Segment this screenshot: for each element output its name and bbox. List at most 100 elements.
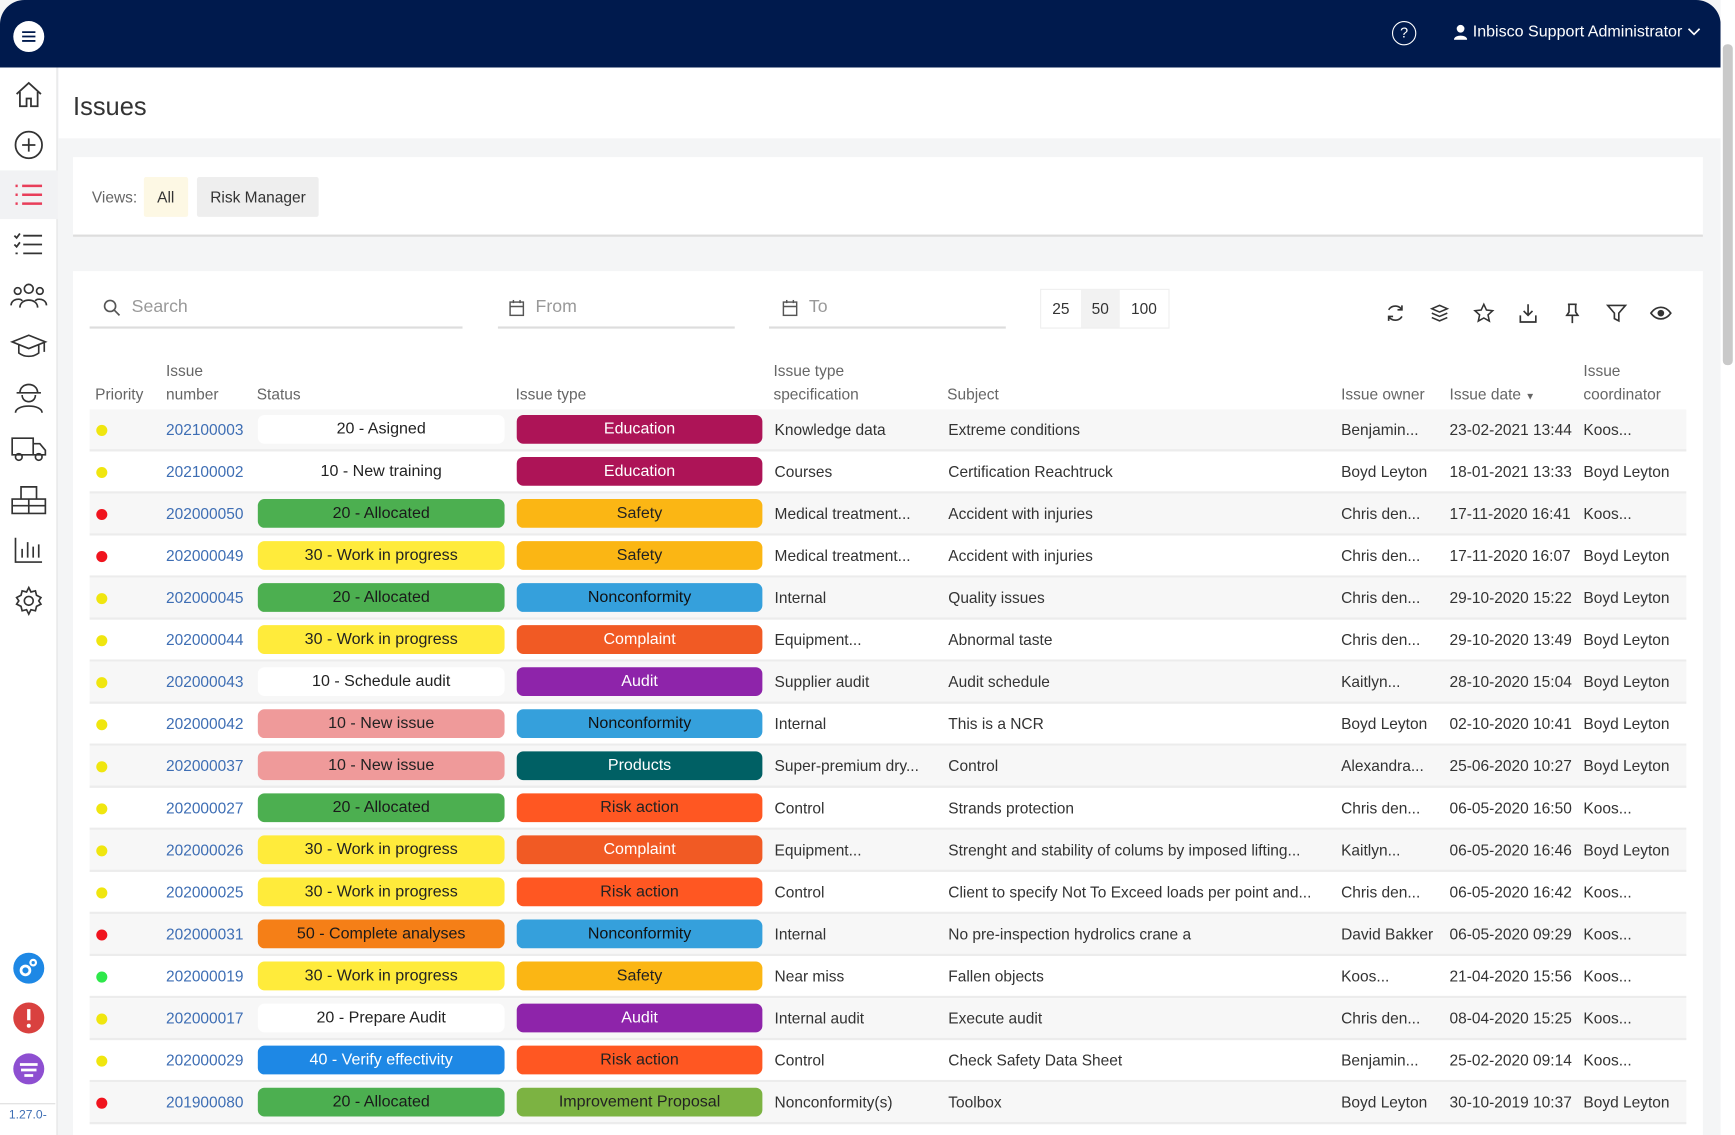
issue-owner: Kaitlyn... [1341, 840, 1401, 859]
col-spec[interactable]: Issue type specification [773, 361, 859, 403]
page-size-25[interactable]: 25 [1052, 299, 1070, 318]
issue-date: 30-10-2019 10:37 [1449, 1093, 1572, 1111]
table-row[interactable]: 202000042 10 - New issue Nonconformity Inte… [89, 704, 1687, 746]
issue-number-link[interactable]: 202000037 [165, 756, 244, 775]
subject: Execute audit [948, 1009, 1043, 1027]
add-circle-icon[interactable] [0, 121, 58, 170]
truck-icon[interactable] [0, 424, 58, 473]
issue-number-link[interactable]: 202000049 [165, 546, 244, 565]
table-row[interactable]: 202000044 30 - Work in progress Complaint E… [89, 620, 1687, 662]
issue-number-link[interactable]: 202000045 [165, 588, 244, 607]
issue-number-link[interactable]: 202000044 [165, 630, 244, 649]
subject: Abnormal taste [948, 630, 1053, 649]
issue-number-link[interactable]: 202000025 [165, 882, 244, 901]
issue-date: 06-05-2020 16:42 [1449, 882, 1572, 901]
issue-owner: Chris den... [1341, 588, 1421, 607]
table-row[interactable]: 202000031 50 - Complete analyses Nonconfor… [89, 913, 1687, 957]
table-row[interactable]: 202000027 20 - Allocated Risk action Contro… [89, 788, 1687, 830]
pin-icon[interactable] [1561, 302, 1583, 324]
checklist-icon[interactable] [0, 220, 58, 269]
view-all-button[interactable]: All [143, 177, 188, 217]
priority-dot [96, 508, 108, 521]
scrollbar-thumb[interactable] [1722, 44, 1733, 366]
issue-number-link[interactable]: 202000029 [165, 1051, 244, 1069]
refresh-icon[interactable] [1384, 302, 1406, 324]
boxes-icon[interactable] [0, 475, 58, 524]
layers-icon[interactable] [1428, 302, 1450, 324]
user-icon [1453, 24, 1468, 40]
table-row[interactable]: 201900080 20 - Allocated Improvement Propo… [89, 1082, 1687, 1125]
col-priority[interactable]: Priority [95, 385, 144, 403]
table-row[interactable]: 202100003 20 - Asigned Education Knowledge … [89, 409, 1687, 452]
issue-coordinator: Boyd Leyton [1583, 672, 1670, 691]
table-row[interactable]: 202000026 30 - Work in progress Complaint E… [89, 829, 1687, 872]
to-date-input[interactable]: To [769, 289, 1006, 329]
col-issue-date[interactable]: Issue date ▼ [1450, 383, 1536, 408]
hamburger-menu-icon[interactable] [13, 21, 45, 53]
col-subject[interactable]: Subject [947, 385, 999, 403]
issue-number-link[interactable]: 202000043 [165, 672, 244, 691]
issue-type-spec: Near miss [774, 967, 845, 985]
issue-number-link[interactable]: 202000027 [165, 798, 244, 817]
table-row[interactable]: 202000029 40 - Verify effectivity Risk act… [89, 1040, 1687, 1083]
user-menu[interactable]: Inbisco Support Administrator [1453, 23, 1701, 41]
issue-type-badge: Risk action [516, 793, 763, 823]
settings-gear-icon[interactable] [0, 576, 58, 625]
issue-number-link[interactable]: 202000017 [165, 1009, 244, 1027]
col-coordinator[interactable]: Issue coordinator [1583, 361, 1661, 403]
issue-number-link[interactable]: 202000042 [165, 714, 244, 733]
users-group-icon[interactable] [0, 271, 58, 320]
table-row[interactable]: 202000050 20 - Allocated Safety Medical tre… [89, 493, 1687, 536]
issue-number-link[interactable]: 202000050 [165, 504, 244, 523]
from-date-input[interactable]: From [497, 289, 735, 329]
issue-number-link[interactable]: 202000031 [165, 925, 244, 943]
home-icon[interactable] [0, 70, 58, 119]
star-icon[interactable] [1473, 302, 1495, 324]
table-row[interactable]: 202000017 20 - Prepare Audit Audit Internal… [89, 998, 1687, 1041]
table-row[interactable]: 202000049 30 - Work in progress Safety Medi… [89, 536, 1687, 578]
issue-number-link[interactable]: 202100003 [165, 420, 244, 439]
filter-lines-icon[interactable] [0, 1045, 58, 1094]
col-status[interactable]: Status [256, 385, 301, 403]
view-risk-manager-button[interactable]: Risk Manager [196, 177, 320, 217]
bar-chart-icon[interactable] [0, 526, 58, 575]
filter-icon[interactable] [1605, 302, 1628, 324]
download-icon[interactable] [1517, 302, 1539, 324]
search-input[interactable]: Search [89, 289, 463, 329]
issue-date: 21-04-2020 15:56 [1449, 967, 1572, 985]
alert-icon[interactable] [0, 994, 58, 1043]
issues-list-icon[interactable] [0, 170, 58, 220]
issue-owner: Boyd Leyton [1341, 1093, 1428, 1111]
table-row[interactable]: 202000025 30 - Work in progress Risk actio… [89, 872, 1687, 914]
worker-icon[interactable] [0, 373, 58, 422]
issue-date: 06-05-2020 16:46 [1449, 840, 1572, 859]
eye-icon[interactable] [1649, 302, 1672, 324]
table-row[interactable]: 202100002 10 - New training Education Cours… [89, 451, 1687, 494]
issue-number-link[interactable]: 202000026 [165, 840, 244, 859]
subject: Fallen objects [948, 967, 1044, 985]
page-size-100[interactable]: 100 [1131, 299, 1157, 318]
priority-dot [96, 803, 108, 815]
col-owner[interactable]: Issue owner [1341, 385, 1425, 403]
issue-coordinator: Koos... [1583, 925, 1632, 943]
table-row[interactable]: 202000037 10 - New issue Products Super-pre… [89, 745, 1687, 788]
toolbar [1384, 302, 1672, 324]
calendar-icon [509, 299, 525, 316]
table-row[interactable]: 202000043 10 - Schedule audit Audit Supplie… [89, 661, 1687, 704]
col-issue-number[interactable]: Issue number [165, 361, 219, 403]
table-row[interactable]: 202000045 20 - Allocated Nonconformity Inte… [89, 577, 1687, 620]
status-badge: 30 - Work in progress [257, 961, 505, 991]
issue-number-link[interactable]: 202000019 [165, 967, 244, 985]
issue-coordinator: Boyd Leyton [1583, 588, 1670, 607]
graduation-cap-icon[interactable] [0, 322, 58, 371]
page-size-50[interactable]: 50 [1080, 289, 1120, 328]
priority-dot [96, 677, 108, 689]
issue-number-link[interactable]: 202100002 [165, 462, 244, 481]
issue-date: 02-10-2020 10:41 [1449, 714, 1572, 733]
gears-app-icon[interactable] [0, 944, 58, 993]
help-icon[interactable]: ? [1391, 21, 1417, 46]
issue-number-link[interactable]: 201900080 [165, 1093, 244, 1111]
col-issue-type[interactable]: Issue type [515, 385, 587, 403]
table-row[interactable]: 202000019 30 - Work in progress Safety Near… [89, 956, 1687, 999]
views-bar: Views: All Risk Manager [73, 157, 1703, 237]
